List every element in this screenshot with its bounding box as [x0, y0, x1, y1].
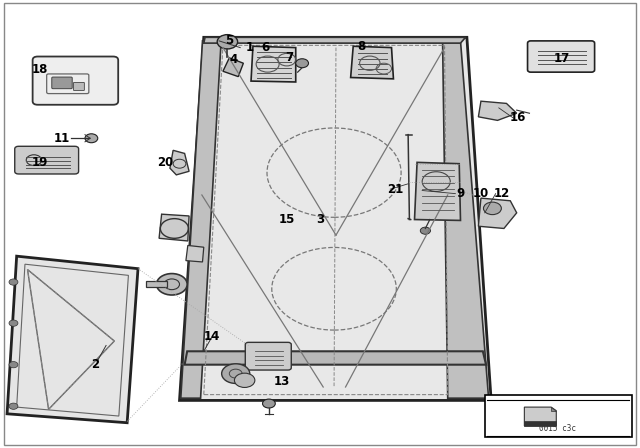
- Text: 6: 6: [262, 41, 270, 54]
- Circle shape: [420, 227, 431, 234]
- Text: 16: 16: [510, 111, 526, 124]
- Circle shape: [9, 279, 18, 285]
- Polygon shape: [251, 46, 296, 82]
- Text: 11: 11: [53, 132, 70, 145]
- Text: 7: 7: [285, 52, 293, 65]
- Text: 18: 18: [32, 64, 49, 77]
- Circle shape: [296, 59, 308, 68]
- Text: 0015 c3c: 0015 c3c: [539, 424, 576, 433]
- Polygon shape: [7, 256, 138, 423]
- Circle shape: [9, 320, 18, 326]
- Polygon shape: [551, 407, 556, 411]
- Polygon shape: [478, 101, 516, 121]
- Polygon shape: [179, 37, 491, 401]
- Polygon shape: [223, 58, 243, 77]
- Polygon shape: [170, 151, 189, 175]
- Text: 10: 10: [473, 187, 489, 200]
- Circle shape: [217, 34, 237, 49]
- Text: 4: 4: [230, 53, 238, 66]
- Circle shape: [9, 362, 18, 368]
- Polygon shape: [478, 198, 516, 228]
- FancyBboxPatch shape: [484, 395, 632, 438]
- Polygon shape: [184, 351, 486, 365]
- Polygon shape: [524, 421, 556, 426]
- FancyBboxPatch shape: [74, 82, 84, 90]
- Text: 19: 19: [32, 156, 49, 169]
- Text: 5: 5: [225, 34, 234, 47]
- Polygon shape: [186, 246, 204, 262]
- Text: 3: 3: [316, 213, 324, 226]
- Text: 1: 1: [246, 41, 254, 54]
- FancyBboxPatch shape: [245, 342, 291, 370]
- Polygon shape: [415, 162, 461, 220]
- Text: 8: 8: [357, 40, 365, 53]
- Text: 2: 2: [91, 358, 99, 371]
- Polygon shape: [180, 41, 221, 398]
- FancyBboxPatch shape: [15, 146, 79, 174]
- Text: 15: 15: [278, 213, 295, 226]
- Text: 13: 13: [273, 375, 290, 388]
- Circle shape: [157, 274, 187, 295]
- FancyBboxPatch shape: [33, 56, 118, 105]
- Circle shape: [262, 399, 275, 408]
- Text: 21: 21: [387, 183, 403, 196]
- Circle shape: [221, 364, 250, 383]
- Bar: [147, 281, 167, 288]
- Polygon shape: [204, 37, 466, 43]
- Polygon shape: [351, 46, 394, 79]
- Circle shape: [85, 134, 98, 143]
- Text: 20: 20: [157, 156, 173, 169]
- Text: 17: 17: [553, 52, 570, 65]
- FancyBboxPatch shape: [527, 41, 595, 72]
- Polygon shape: [159, 214, 189, 241]
- Polygon shape: [443, 41, 488, 398]
- Text: 9: 9: [456, 187, 465, 200]
- Text: 14: 14: [204, 330, 220, 343]
- Text: 12: 12: [494, 187, 510, 200]
- FancyBboxPatch shape: [52, 77, 72, 89]
- Circle shape: [483, 202, 501, 215]
- Circle shape: [234, 373, 255, 388]
- Circle shape: [9, 403, 18, 409]
- Polygon shape: [524, 407, 556, 426]
